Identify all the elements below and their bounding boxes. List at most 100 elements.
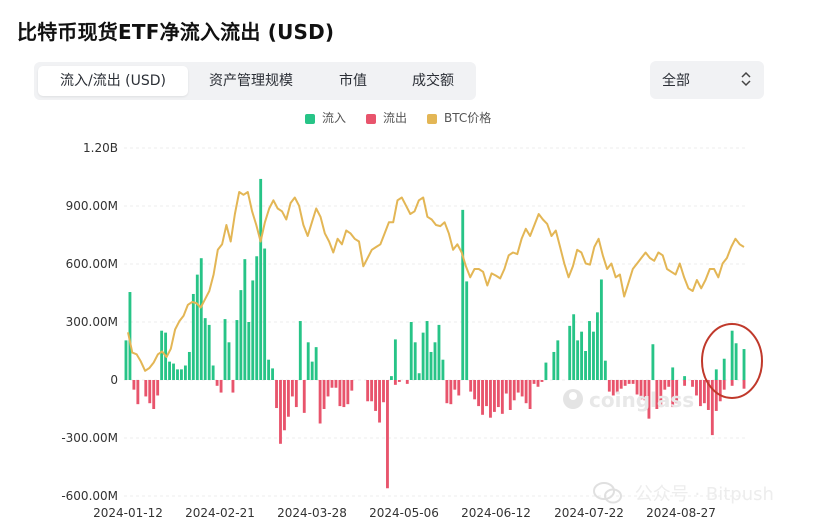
outflow-bar bbox=[231, 380, 235, 393]
outflow-bar bbox=[615, 380, 619, 393]
outflow-bar bbox=[445, 380, 449, 404]
tab-aum[interactable]: 资产管理规模 bbox=[209, 73, 293, 89]
inflow-bar bbox=[425, 321, 429, 380]
inflow-bar bbox=[239, 290, 243, 380]
outflow-bar bbox=[342, 380, 346, 408]
coinglass-watermark: coinglass bbox=[563, 388, 694, 412]
inflow-bar bbox=[603, 360, 607, 380]
chart-legend: 流入 流出 BTC价格 bbox=[0, 110, 830, 126]
outflow-bar bbox=[294, 380, 298, 408]
outflow-bar bbox=[607, 380, 611, 392]
outflow-bar bbox=[374, 380, 377, 411]
outflow-bar bbox=[330, 380, 334, 388]
inflow-bar bbox=[572, 314, 576, 380]
outflow-bar bbox=[132, 380, 136, 390]
y-tick-label: 900.00M bbox=[66, 199, 118, 213]
y-tick-label: 1.20B bbox=[83, 141, 118, 155]
inflow-bar bbox=[552, 351, 556, 380]
outflow-bar bbox=[453, 380, 457, 390]
inflow-bar bbox=[128, 292, 132, 380]
outflow-bar bbox=[477, 380, 481, 407]
coinglass-logo-eye bbox=[569, 392, 577, 400]
tab-market-cap[interactable]: 市值 bbox=[339, 73, 367, 89]
legend-swatch-btc-price bbox=[427, 114, 437, 124]
outflow-bar bbox=[378, 380, 381, 423]
inflow-bar bbox=[271, 368, 274, 380]
outflow-bar bbox=[635, 380, 639, 395]
legend-swatch-inflow bbox=[305, 114, 315, 124]
outflow-bar bbox=[350, 380, 354, 391]
outflow-bar bbox=[540, 380, 544, 382]
outflow-bar bbox=[516, 380, 520, 393]
x-tick-label: 2024-03-28 bbox=[277, 506, 347, 520]
inflow-bar bbox=[314, 347, 318, 380]
range-select-value: 全部 bbox=[662, 73, 690, 89]
inflow-bar bbox=[596, 312, 599, 380]
inflow-bar bbox=[203, 318, 207, 380]
inflow-bar bbox=[235, 320, 239, 380]
outflow-bar bbox=[619, 380, 623, 389]
inflow-bar bbox=[544, 362, 548, 380]
outflow-bar bbox=[722, 380, 726, 390]
range-select[interactable]: 全部 bbox=[650, 61, 764, 99]
outflow-bar bbox=[148, 380, 152, 404]
inflow-bar bbox=[730, 330, 734, 380]
inflow-bar bbox=[465, 281, 469, 380]
outflow-bar bbox=[611, 380, 615, 396]
inflow-bar bbox=[568, 325, 572, 380]
outflow-bar bbox=[156, 380, 160, 396]
inflow-bar bbox=[267, 359, 271, 380]
outflow-bar bbox=[742, 380, 746, 389]
inflow-bar bbox=[588, 321, 591, 380]
outflow-bar bbox=[718, 380, 722, 402]
inflow-bar bbox=[734, 343, 738, 380]
outflow-bar bbox=[457, 380, 461, 396]
outflow-bar bbox=[520, 380, 524, 397]
wechat-watermark-text: 公众号 · Bitpush bbox=[634, 484, 774, 505]
outflow-bar bbox=[504, 380, 508, 394]
outflow-bar bbox=[144, 380, 148, 397]
outflow-bar bbox=[623, 380, 627, 386]
inflow-bar bbox=[437, 324, 441, 380]
outflow-bar bbox=[683, 380, 687, 386]
outflow-bar bbox=[393, 380, 397, 385]
outflow-bar bbox=[639, 380, 643, 400]
outflow-bar bbox=[449, 380, 453, 405]
tab-inflow-outflow[interactable]: 流入/流出 (USD) bbox=[38, 66, 188, 96]
outflow-bar bbox=[346, 380, 350, 405]
outflow-bar bbox=[152, 380, 156, 409]
outflow-bar bbox=[508, 380, 512, 410]
outflow-bar bbox=[489, 380, 492, 418]
outflow-bar bbox=[279, 380, 282, 444]
outflow-bar bbox=[710, 380, 714, 436]
y-tick-label: -600.00M bbox=[61, 489, 118, 503]
y-tick-label: 300.00M bbox=[66, 315, 118, 329]
inflow-bar bbox=[298, 321, 302, 380]
inflow-bar bbox=[409, 322, 413, 380]
outflow-bar bbox=[338, 380, 342, 407]
inflow-bar bbox=[310, 361, 314, 380]
inflow-bar bbox=[722, 358, 726, 380]
wechat-watermark: 公众号 · Bitpush bbox=[593, 480, 774, 514]
outflow-bar bbox=[631, 380, 635, 384]
inflow-bar bbox=[247, 322, 251, 380]
btc-price-line bbox=[127, 191, 745, 372]
inflow-bar bbox=[441, 359, 445, 380]
inflow-bar bbox=[243, 259, 247, 380]
outflow-bar bbox=[699, 380, 702, 407]
x-tick-label: 2024-05-06 bbox=[369, 506, 439, 520]
x-tick-label: 2024-02-21 bbox=[185, 506, 255, 520]
inflow-bar bbox=[389, 376, 393, 380]
inflow-bar bbox=[576, 340, 580, 380]
inflow-bar bbox=[223, 319, 227, 380]
page-title: 比特币现货ETF净流入流出 (USD) bbox=[17, 20, 335, 44]
x-tick-label: 2024-08-27 bbox=[646, 506, 716, 520]
inflow-bar bbox=[251, 280, 255, 380]
highlight-circle bbox=[701, 323, 763, 399]
inflow-bar bbox=[413, 342, 417, 380]
inflow-bar bbox=[199, 258, 203, 380]
outflow-bar bbox=[655, 380, 659, 409]
outflow-bar bbox=[485, 380, 488, 407]
tab-volume[interactable]: 成交额 bbox=[412, 73, 454, 89]
outflow-bar bbox=[667, 380, 671, 387]
